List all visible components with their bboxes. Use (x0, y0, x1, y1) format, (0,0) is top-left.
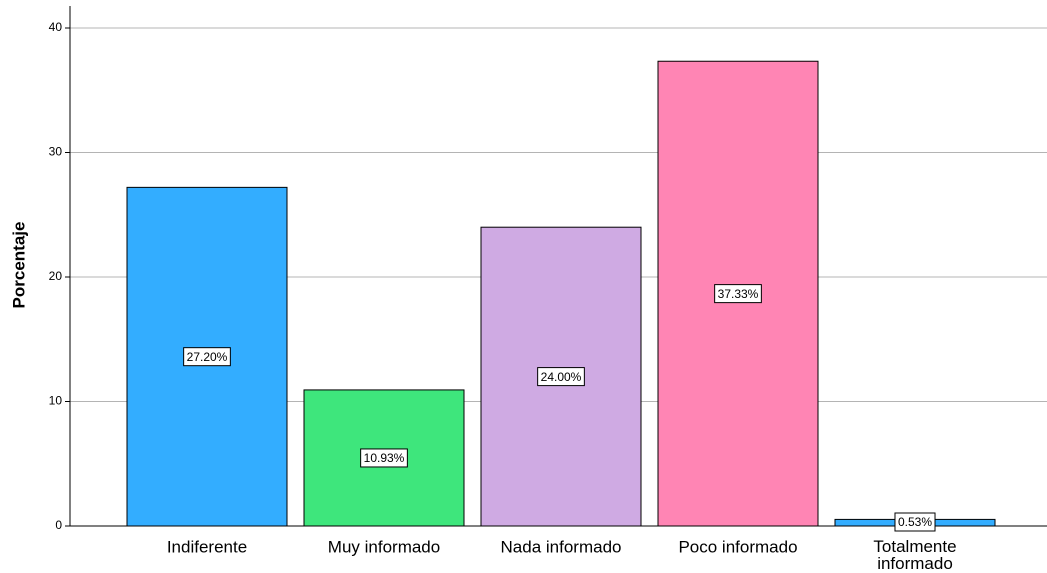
value-label: 24.00% (541, 370, 582, 384)
y-axis-label: Porcentaje (9, 222, 28, 309)
value-label-box (537, 367, 585, 387)
value-label: 0.53% (898, 515, 932, 529)
y-tick-label: 10 (49, 394, 63, 408)
y-tick-label: 0 (55, 518, 62, 532)
x-tick-label: Poco informado (678, 537, 797, 556)
y-tick-label: 30 (49, 145, 63, 159)
x-tick-label: Muy informado (328, 537, 440, 556)
value-label: 27.20% (187, 350, 228, 364)
y-tick-label: 40 (49, 20, 63, 34)
value-label-box (714, 284, 762, 304)
x-tick-label: Indiferente (167, 537, 247, 556)
value-label-box (183, 347, 231, 367)
y-tick-label: 20 (49, 269, 63, 283)
value-label: 37.33% (718, 287, 759, 301)
x-tick-label: Nada informado (501, 537, 622, 556)
value-label: 10.93% (364, 451, 405, 465)
value-label-box (894, 512, 936, 532)
x-tick-label: Totalmente informado (873, 537, 956, 573)
value-label-box (360, 448, 408, 468)
